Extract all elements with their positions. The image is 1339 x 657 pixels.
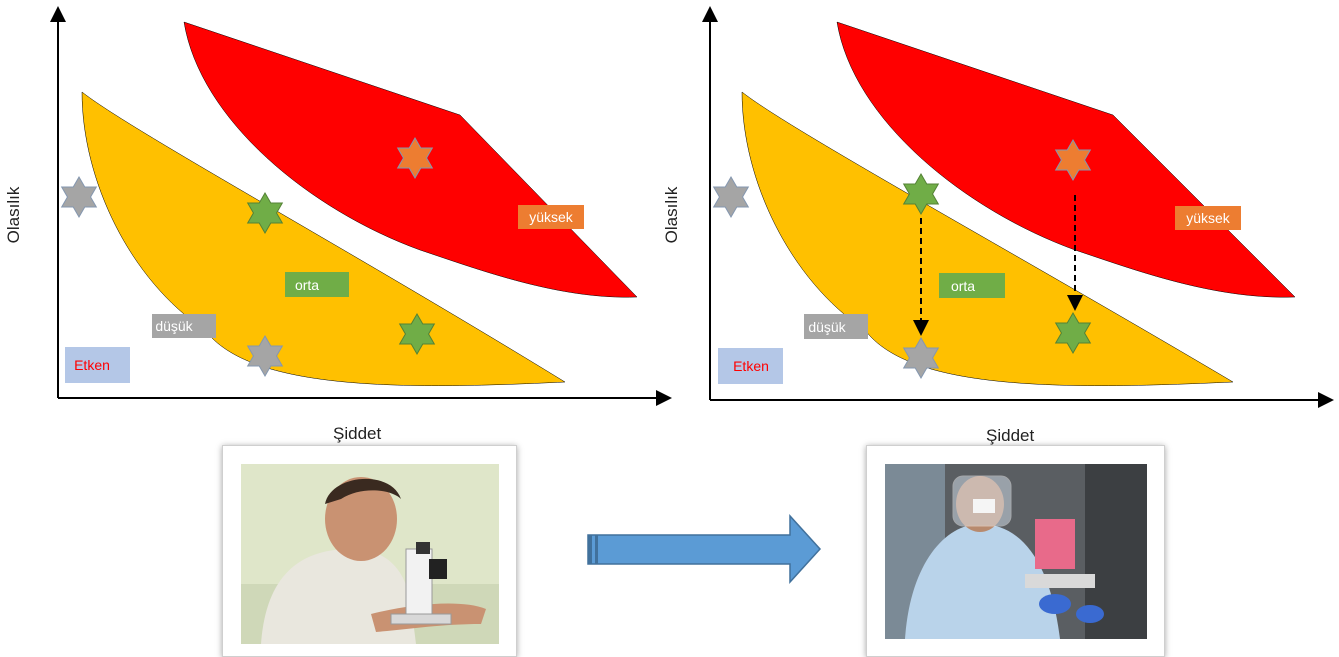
low-label-box xyxy=(152,314,216,338)
researcher-microscope-photo xyxy=(222,445,517,657)
y-axis-label: Olasılık xyxy=(662,186,681,244)
right-diagram: yüksek orta düşük Etken xyxy=(702,6,1334,408)
researcher-protective-gear-icon xyxy=(885,464,1147,639)
medium-risk-zone xyxy=(81,91,566,386)
left-diagram: yüksek orta düşük Etken xyxy=(50,6,672,406)
gray-star xyxy=(61,176,97,218)
agent-label-box xyxy=(65,347,130,383)
high-label: yüksek xyxy=(1186,210,1231,226)
researcher-microscope-icon xyxy=(241,464,499,644)
high-label: yüksek xyxy=(529,209,574,225)
low-label-box xyxy=(804,314,868,339)
agent-label-box xyxy=(718,348,783,384)
transition-arrow xyxy=(587,514,822,584)
medium-label-box xyxy=(285,272,349,297)
high-label-box xyxy=(1175,206,1241,230)
gray-star xyxy=(713,176,749,218)
agent-label: Etken xyxy=(733,358,769,374)
agent-label: Etken xyxy=(74,357,110,373)
low-label: düşük xyxy=(155,318,193,334)
x-axis-label: Şiddet xyxy=(986,426,1035,445)
medium-label: orta xyxy=(295,277,319,293)
researcher-protective-gear-photo xyxy=(866,445,1165,657)
medium-label: orta xyxy=(951,278,975,294)
low-label: düşük xyxy=(808,319,846,335)
medium-label-box xyxy=(939,273,1005,298)
high-label-box xyxy=(518,205,584,229)
x-axis-label: Şiddet xyxy=(333,424,382,443)
medium-risk-zone xyxy=(741,91,1234,386)
y-axis-label: Olasılık xyxy=(4,186,23,244)
